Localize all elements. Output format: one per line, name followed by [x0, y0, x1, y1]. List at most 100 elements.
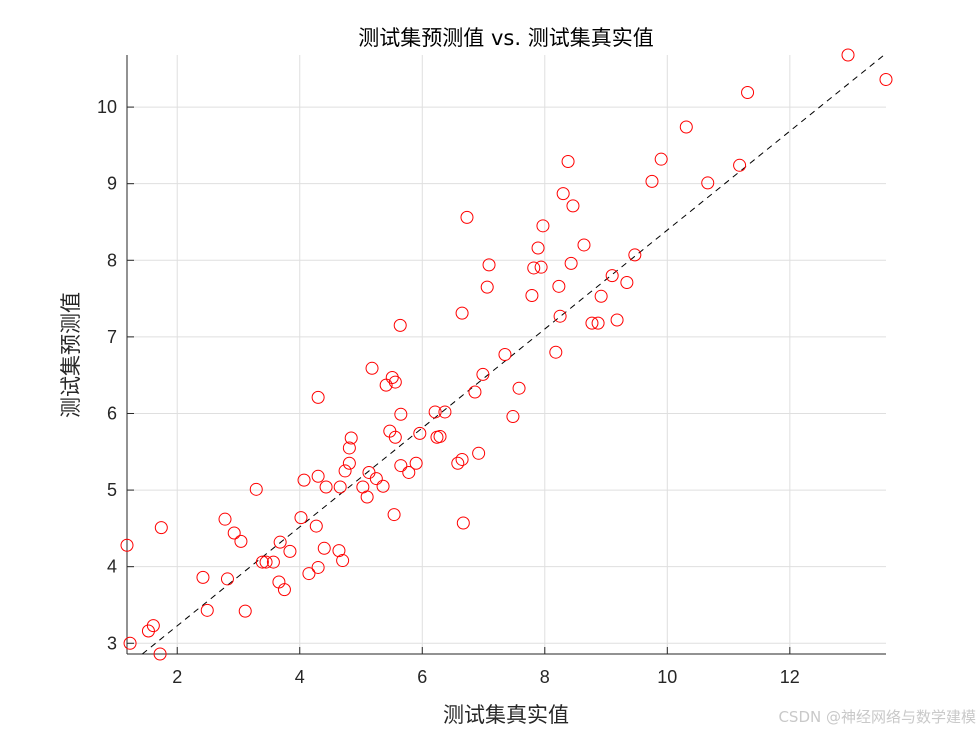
x-tick-label: 10 — [657, 667, 677, 687]
data-point — [433, 429, 447, 443]
data-point — [342, 441, 356, 455]
data-point — [294, 511, 308, 525]
data-point — [553, 309, 567, 323]
x-tick-label: 8 — [540, 667, 550, 687]
data-point — [438, 405, 452, 419]
x-axis-label: 测试集真实值 — [443, 703, 569, 727]
data-point — [302, 567, 316, 581]
data-point — [394, 459, 408, 473]
data-point — [733, 158, 747, 172]
y-tick-label: 9 — [107, 174, 117, 194]
data-point — [566, 199, 580, 213]
data-point — [480, 280, 494, 294]
data-point — [234, 534, 248, 548]
data-point — [154, 521, 168, 535]
data-point — [388, 430, 402, 444]
data-point — [455, 452, 469, 466]
watermark: CSDN @神经网络与数学建模 — [778, 708, 976, 726]
data-point — [460, 210, 474, 224]
reference-line — [142, 53, 887, 655]
data-point — [311, 560, 325, 574]
data-point — [387, 508, 401, 522]
data-points — [120, 48, 893, 661]
data-point — [249, 482, 263, 496]
data-point — [472, 446, 486, 460]
data-point — [394, 407, 408, 421]
data-point — [654, 152, 668, 166]
data-point — [342, 456, 356, 470]
data-point — [552, 279, 566, 293]
data-point — [273, 535, 287, 549]
y-tick-label: 10 — [97, 97, 117, 117]
data-point — [409, 456, 423, 470]
y-tick-label: 7 — [107, 327, 117, 347]
data-point — [311, 390, 325, 404]
data-point — [317, 541, 331, 555]
data-point — [272, 575, 286, 589]
y-axis-label: 测试集预测值 — [59, 292, 83, 418]
data-point — [645, 174, 659, 188]
data-point — [200, 603, 214, 617]
data-point — [153, 647, 167, 661]
data-point — [220, 572, 234, 586]
data-point — [402, 465, 416, 479]
data-point — [476, 367, 490, 381]
data-point — [531, 241, 545, 255]
data-point — [362, 465, 376, 479]
data-point — [141, 624, 155, 638]
x-tick-label: 2 — [172, 667, 182, 687]
data-point — [577, 238, 591, 252]
data-point — [297, 473, 311, 487]
tick-labels: 2 4 6 8 10 12 3 4 5 6 7 8 9 10 — [97, 97, 800, 687]
data-point — [218, 512, 232, 526]
y-tick-label: 5 — [107, 480, 117, 500]
data-point — [561, 154, 575, 168]
data-point — [146, 619, 160, 633]
x-tick-label: 12 — [780, 667, 800, 687]
data-point — [512, 381, 526, 395]
data-point — [393, 318, 407, 332]
data-point — [385, 370, 399, 384]
data-point — [455, 306, 469, 320]
data-point — [428, 405, 442, 419]
data-point — [413, 426, 427, 440]
data-point — [585, 316, 599, 330]
data-point — [259, 555, 273, 569]
data-point — [238, 604, 252, 618]
data-point — [311, 469, 325, 483]
y-tick-label: 3 — [107, 633, 117, 653]
data-point — [620, 275, 634, 289]
data-point — [227, 526, 241, 540]
data-point — [536, 219, 550, 233]
data-point — [376, 479, 390, 493]
axes — [126, 55, 886, 655]
data-point — [701, 176, 715, 190]
grid — [127, 55, 886, 654]
data-point — [594, 289, 608, 303]
data-point — [369, 472, 383, 486]
data-point — [344, 431, 358, 445]
y-tick-label: 4 — [107, 557, 117, 577]
data-point — [549, 345, 563, 359]
data-point — [741, 86, 755, 100]
y-tick-label: 6 — [107, 403, 117, 423]
data-point — [388, 375, 402, 389]
data-point — [333, 480, 347, 494]
data-point — [525, 289, 539, 303]
data-point — [451, 456, 465, 470]
data-point — [679, 120, 693, 134]
data-point — [123, 636, 137, 650]
data-point — [255, 555, 269, 569]
data-point — [456, 516, 470, 530]
chart-title: 测试集预测值 vs. 测试集真实值 — [358, 26, 653, 50]
data-point — [266, 555, 280, 569]
data-point — [527, 261, 541, 275]
data-point — [309, 519, 323, 533]
data-point — [332, 544, 346, 558]
y-tick-label: 8 — [107, 250, 117, 270]
data-point — [365, 361, 379, 375]
data-point — [283, 544, 297, 558]
data-point — [468, 385, 482, 399]
data-point — [336, 554, 350, 568]
